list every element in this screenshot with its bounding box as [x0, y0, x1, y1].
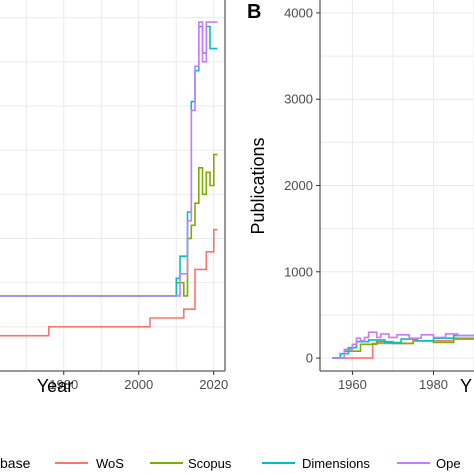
y-tick-label: 4000	[284, 5, 313, 20]
y-tick-label: 2000	[284, 178, 313, 193]
series-line-scopus	[0, 153, 218, 297]
panel-b-x-axis-title: Y	[460, 376, 472, 396]
series-line-dimensions	[332, 334, 474, 359]
legend-label-dimensions: Dimensions	[302, 456, 370, 471]
y-tick-label: 0	[306, 351, 313, 366]
series-line-open	[332, 331, 474, 359]
legend-label-wos: WoS	[96, 456, 124, 471]
x-tick-label: 2020	[199, 377, 228, 392]
panel-b-y-ticks: 0 1000 2000 3000 4000	[284, 5, 320, 366]
panel-a-x-axis-title: Year	[37, 376, 73, 396]
series-line-wos	[0, 228, 218, 337]
panel-a-grid	[0, 0, 225, 372]
panel-a-series	[0, 21, 218, 337]
panel-b-tag: B	[247, 1, 261, 23]
legend-label-open: Ope	[436, 456, 461, 471]
panel-b-series	[332, 331, 474, 359]
series-line-open	[0, 21, 218, 297]
panel-a-x-ticks: 1980 2000 2020	[49, 371, 228, 392]
x-tick-label: 1980	[49, 377, 78, 392]
x-tick-label: 1980	[419, 377, 448, 392]
legend-title: base	[0, 455, 31, 471]
y-tick-label: 3000	[284, 92, 313, 107]
legend: base WoS Scopus Dimensions Ope	[0, 455, 461, 471]
panel-b: B 1960 1980 0 1000 2000 3000 4000 Y Publicati…	[247, 0, 474, 396]
panel-b-x-ticks: 1960 1980	[338, 371, 448, 392]
panel-b-grid	[320, 0, 474, 371]
x-tick-label: 1960	[338, 377, 367, 392]
panel-b-y-axis-title: Publications	[248, 137, 268, 234]
legend-label-scopus: Scopus	[188, 456, 232, 471]
y-tick-label: 1000	[284, 264, 313, 279]
panel-a: 1980 2000 2020 Year	[0, 0, 228, 396]
x-tick-label: 2000	[124, 377, 153, 392]
